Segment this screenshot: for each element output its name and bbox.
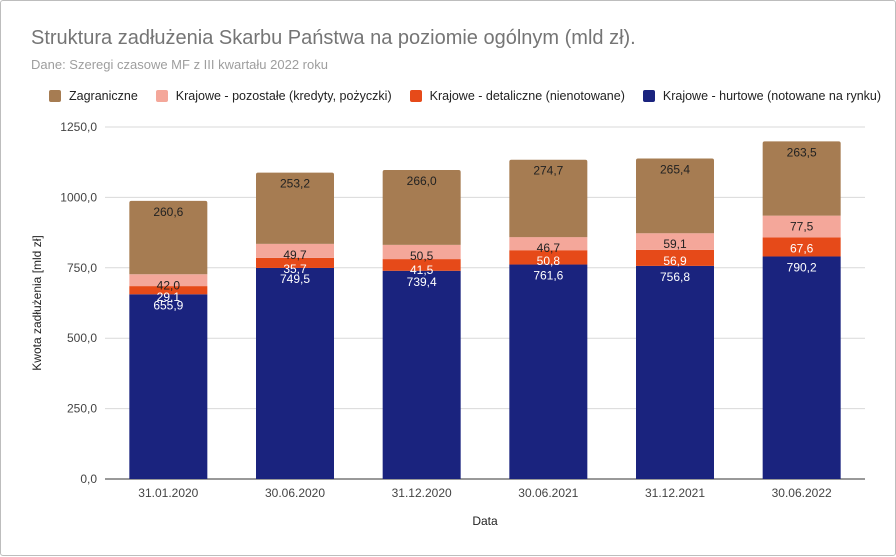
bar-segment bbox=[256, 172, 334, 244]
data-label: 67,6 bbox=[790, 241, 814, 255]
bar-segment bbox=[129, 274, 208, 287]
bar-segment bbox=[256, 243, 334, 258]
x-tick-label: 31.01.2020 bbox=[138, 486, 198, 500]
bar-segment bbox=[382, 244, 461, 260]
bar-segment bbox=[509, 159, 588, 238]
y-tick-label: 500,0 bbox=[67, 331, 97, 345]
bar-segment bbox=[382, 270, 461, 479]
legend-item: Krajowe - detaliczne (nienotowane) bbox=[409, 89, 625, 103]
data-label: 790,2 bbox=[787, 260, 817, 274]
y-tick-label: 1250,0 bbox=[60, 120, 97, 134]
data-label: 263,5 bbox=[787, 145, 817, 159]
data-label: 756,8 bbox=[660, 270, 690, 284]
bar-segment bbox=[256, 257, 334, 268]
bar-segment bbox=[636, 158, 714, 234]
bar-segment bbox=[762, 141, 841, 216]
legend-label: Zagraniczne bbox=[69, 89, 138, 103]
x-axis-title: Data bbox=[472, 514, 498, 528]
y-tick-label: 750,0 bbox=[67, 261, 97, 275]
chart-title: Struktura zadłużenia Skarbu Państwa na p… bbox=[31, 27, 636, 49]
data-label: 46,7 bbox=[537, 241, 561, 255]
bar-segment bbox=[256, 267, 334, 479]
legend-item: Krajowe - pozostałe (kredyty, pożyczki) bbox=[155, 89, 392, 103]
bar-segment bbox=[509, 264, 588, 479]
bar-segment bbox=[129, 286, 208, 295]
bar-segment bbox=[382, 169, 461, 245]
legend-label: Krajowe - detaliczne (nienotowane) bbox=[429, 89, 625, 103]
legend-item: Zagraniczne bbox=[49, 89, 138, 103]
data-label: 761,6 bbox=[533, 269, 563, 283]
x-tick-label: 31.12.2021 bbox=[645, 486, 705, 500]
data-label: 265,4 bbox=[660, 162, 690, 176]
y-axis-title: Kwota zadłużenia [mld zł] bbox=[30, 235, 44, 370]
data-label: 266,0 bbox=[407, 174, 437, 188]
legend-swatch bbox=[155, 90, 168, 102]
legend-item: Krajowe - hurtowe (notowane na rynku) bbox=[642, 89, 882, 103]
data-label: 253,2 bbox=[280, 177, 310, 191]
y-tick-label: 1000,0 bbox=[60, 190, 97, 204]
bar-segment bbox=[762, 256, 841, 479]
legend-swatch bbox=[49, 90, 61, 102]
legend-swatch bbox=[642, 90, 655, 102]
bar-segment bbox=[129, 200, 208, 275]
bar-segment bbox=[382, 259, 461, 271]
x-tick-label: 30.06.2022 bbox=[772, 486, 832, 500]
bar-segment bbox=[762, 215, 841, 238]
data-label: 50,8 bbox=[537, 254, 561, 268]
bar-segment bbox=[636, 249, 714, 266]
data-label: 260,6 bbox=[153, 205, 183, 219]
y-tick-label: 0,0 bbox=[80, 472, 97, 486]
bar-segment bbox=[636, 265, 714, 479]
bar-segment bbox=[762, 237, 841, 257]
data-label: 274,7 bbox=[533, 164, 563, 178]
y-tick-label: 250,0 bbox=[67, 402, 97, 416]
data-label: 56,9 bbox=[663, 254, 687, 268]
x-tick-label: 30.06.2021 bbox=[518, 486, 578, 500]
chart-legend: Zagraniczne Krajowe - pozostałe (kredyty,… bbox=[49, 86, 896, 106]
legend-swatch bbox=[409, 90, 422, 102]
data-label: 41,5 bbox=[410, 263, 434, 277]
data-label: 655,9 bbox=[153, 298, 183, 312]
data-label: 77,5 bbox=[790, 220, 814, 234]
data-label: 42,0 bbox=[157, 278, 181, 292]
legend-label: Krajowe - pozostałe (kredyty, pożyczki) bbox=[175, 89, 392, 103]
data-label: 59,1 bbox=[663, 237, 687, 251]
data-label: 49,7 bbox=[283, 248, 307, 262]
data-label: 50,5 bbox=[410, 249, 434, 263]
x-tick-label: 30.06.2020 bbox=[265, 486, 325, 500]
data-label: 29,1 bbox=[157, 290, 181, 304]
data-label: 739,4 bbox=[407, 275, 437, 289]
chart-subtitle: Dane: Szeregi czasowe MF z III kwartału … bbox=[31, 57, 328, 72]
legend-label: Krajowe - hurtowe (notowane na rynku) bbox=[662, 89, 882, 103]
bar-segment bbox=[509, 237, 588, 251]
x-tick-label: 31.12.2020 bbox=[392, 486, 452, 500]
bar-segment bbox=[509, 250, 588, 265]
data-label: 35,7 bbox=[283, 262, 307, 276]
bar-segment bbox=[636, 233, 714, 250]
data-label: 749,5 bbox=[280, 272, 310, 286]
bar-segment bbox=[129, 294, 208, 479]
